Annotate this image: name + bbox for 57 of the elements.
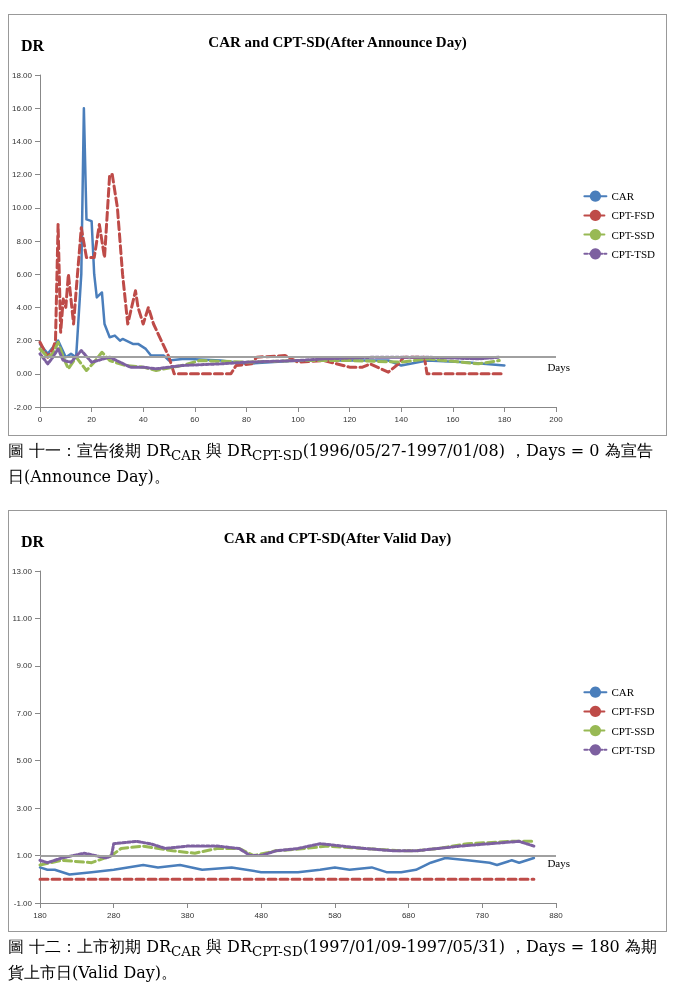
y-tick-label: 2.00 bbox=[16, 336, 33, 346]
y-tick-label: 10.00 bbox=[11, 203, 33, 213]
line-series bbox=[38, 340, 501, 372]
y-tick-label: 18.00 bbox=[11, 70, 33, 80]
x-tick-label: 680 bbox=[401, 910, 416, 920]
x-tick-label: 280 bbox=[107, 910, 121, 920]
y-tick-label: 9.00 bbox=[16, 661, 33, 671]
y-tick-label: 16.00 bbox=[11, 103, 33, 113]
x-axis-title: Days bbox=[547, 856, 570, 869]
x-tick-label: 0 bbox=[37, 414, 43, 424]
y-tick-label: 5.00 bbox=[16, 756, 33, 766]
y-tick-label: 11.00 bbox=[12, 614, 33, 624]
y-tick-label: 0.00 bbox=[16, 369, 33, 379]
y-tick-label: 8.00 bbox=[16, 236, 33, 246]
x-axis-title: Days bbox=[547, 360, 570, 373]
y-tick-label: 3.00 bbox=[16, 803, 33, 813]
legend-label: CPT-FSD bbox=[611, 705, 655, 718]
y-tick-label: -1.00 bbox=[13, 898, 33, 908]
text: 圖 十二：上市初期 DR$_{CAR}$ 與 DR$_{CPT-SD}$(1997/01/09-1997/05/31) ，Days = 180 為期貨上市日(Valid Day)。 bbox=[8, 937, 657, 983]
y-tick-label: 14.00 bbox=[11, 136, 33, 146]
x-tick-label: 60 bbox=[190, 414, 200, 424]
legend-label: CPT-TSD bbox=[611, 744, 656, 757]
line-series bbox=[38, 347, 501, 371]
x-tick-label: 140 bbox=[394, 414, 409, 424]
x-tick-label: 180 bbox=[497, 414, 512, 424]
y-tick-label: 7.00 bbox=[16, 709, 33, 719]
y-tick-label: 12.00 bbox=[11, 170, 33, 180]
y-tick-label: 13.00 bbox=[11, 566, 33, 576]
x-tick-label: 80 bbox=[241, 414, 252, 424]
x-tick-label: 180 bbox=[33, 910, 48, 920]
chart-title: CAR and CPT-SD(After Announce Day) bbox=[208, 33, 467, 51]
y-tick-label: -2.00 bbox=[13, 402, 33, 412]
y-tick-label: 1.00 bbox=[16, 851, 33, 861]
y-axis-title: DR bbox=[21, 532, 45, 550]
legend-label: CPT-TSD bbox=[611, 247, 656, 260]
x-tick-label: 120 bbox=[342, 414, 357, 424]
x-tick-label: 200 bbox=[549, 414, 564, 424]
y-tick-label: 6.00 bbox=[16, 269, 33, 279]
x-tick-label: 20 bbox=[87, 414, 97, 424]
x-tick-label: 40 bbox=[138, 414, 149, 424]
line-series bbox=[38, 856, 536, 877]
legend-label: CPT-SSD bbox=[611, 724, 655, 737]
y-axis-title: DR bbox=[21, 36, 45, 54]
x-tick-label: 580 bbox=[328, 910, 343, 920]
legend-label: CPT-FSD bbox=[611, 209, 655, 222]
legend-label: CAR bbox=[611, 686, 635, 699]
x-tick-label: 780 bbox=[475, 910, 490, 920]
y-tick-label: 4.00 bbox=[16, 302, 33, 312]
x-tick-label: 100 bbox=[291, 414, 306, 424]
legend-label: CPT-SSD bbox=[611, 228, 655, 241]
legend-label: CAR bbox=[611, 190, 635, 203]
text: 圖 十一：宣告後期 DR$_{CAR}$ 與 DR$_{CPT-SD}$(1996/05/27-1997/01/08) ，Days = 0 為宣告日(Announce Day)。 bbox=[8, 441, 653, 486]
x-tick-label: 380 bbox=[180, 910, 195, 920]
x-tick-label: 880 bbox=[549, 910, 564, 920]
chart-title: CAR and CPT-SD(After Valid Day) bbox=[223, 529, 452, 547]
x-tick-label: 160 bbox=[446, 414, 461, 424]
x-tick-label: 480 bbox=[254, 910, 269, 920]
